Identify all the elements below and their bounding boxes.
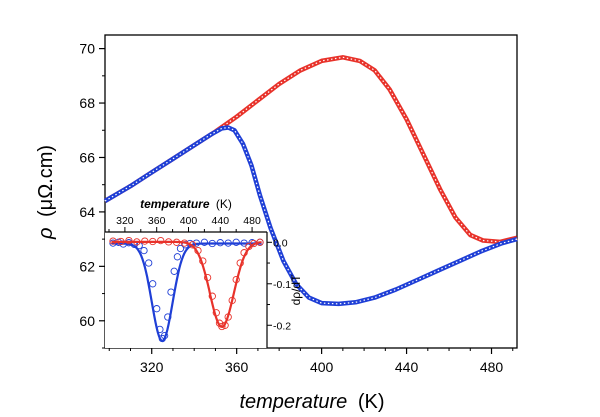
inset-data-circle — [145, 259, 153, 267]
inset-x-axis-title-italic: temperature — [140, 197, 210, 211]
inset-data-circle — [218, 322, 226, 331]
inset-x-tick-label: 320 — [116, 215, 134, 227]
inset-fit-line-blue — [111, 242, 262, 343]
series-line-blue-dots — [104, 126, 518, 305]
inset-x-tick-label: 360 — [148, 215, 166, 227]
y-tick-label: 66 — [79, 149, 95, 165]
inset-x-axis-title-unit: (K) — [216, 197, 232, 211]
x-tick-label: 480 — [480, 359, 504, 375]
inset-data-circle — [125, 236, 133, 245]
series-line-red — [103, 55, 518, 245]
inset-x-axis-title: temperature (K) — [140, 197, 232, 211]
inset-x-tick-label: 480 — [243, 215, 261, 227]
inset-series — [109, 236, 264, 343]
inset-data-circle — [157, 236, 165, 245]
x-axis-title-unit: (K) — [358, 391, 385, 413]
x-tick-label: 440 — [395, 359, 419, 375]
inset-y-axis-title: dρ/dT — [289, 274, 303, 306]
main-plot-frame — [104, 34, 518, 349]
inset-y-tick-label: -0.2 — [273, 320, 291, 332]
inset-x-tick-label: 400 — [180, 215, 198, 227]
inset-data-circle — [140, 246, 148, 255]
y-axis-title-unit: (μΩ.cm) — [35, 145, 57, 217]
inset-data-circle — [170, 267, 178, 275]
y-tick-label: 68 — [79, 95, 95, 111]
inset-y-tick-label: 0.0 — [273, 237, 288, 249]
inset-x-tick-label: 440 — [212, 215, 230, 227]
inset-data-circle — [176, 244, 185, 253]
main-series — [103, 55, 518, 307]
inset-ticks: 320 360 400 440 480 0.0 -0.1 -0.2 — [108, 215, 291, 332]
y-tick-label: 62 — [79, 258, 95, 274]
inset-data-circle — [232, 238, 240, 246]
y-axis-title: ρ (μΩ.cm) — [35, 145, 57, 240]
main-ticks: 320 360 400 440 480 60 62 64 66 68 70 — [79, 41, 514, 375]
inset-y-tick-label: -0.1 — [273, 279, 291, 291]
x-tick-label: 320 — [140, 359, 164, 375]
x-axis-title: temperature (K) — [239, 391, 384, 413]
inset-fit-line-red — [111, 240, 262, 329]
x-tick-label: 360 — [225, 359, 249, 375]
inset-data-circle — [200, 238, 209, 246]
y-tick-label: 70 — [79, 41, 95, 57]
y-tick-label: 64 — [79, 204, 95, 220]
y-tick-label: 60 — [79, 313, 95, 329]
inset-data-circle — [173, 253, 182, 261]
x-tick-label: 400 — [310, 359, 334, 375]
y-axis-title-symbol: ρ — [35, 228, 57, 240]
x-axis-title-italic: temperature — [239, 391, 347, 413]
